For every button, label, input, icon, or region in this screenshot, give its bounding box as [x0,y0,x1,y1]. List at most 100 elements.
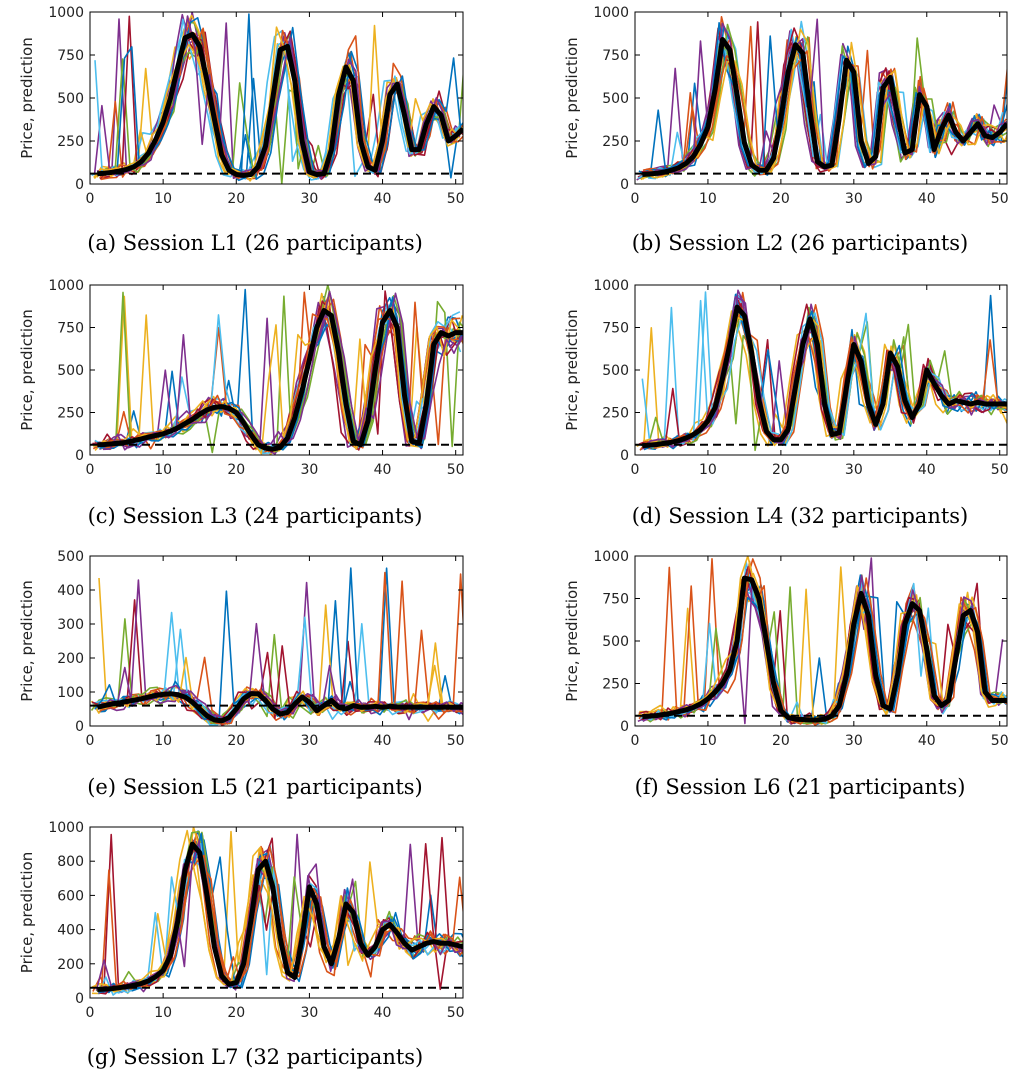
x-tick-label: 20 [227,462,245,478]
participant-line [636,310,1003,448]
y-axis-label: Price, prediction [18,852,36,973]
y-axis-label: Price, prediction [563,309,581,430]
x-tick-label: 0 [631,191,640,207]
x-tick-label: 40 [918,191,936,207]
x-tick-label: 20 [772,733,790,749]
mean-line [96,691,463,724]
subplot-caption: (f) Session L6 (21 participants) [635,775,966,799]
x-tick-label: 0 [86,462,95,478]
x-tick-label: 20 [772,191,790,207]
y-tick-label: 400 [57,923,84,939]
plot-area [635,16,1007,181]
subplot-caption: (g) Session L7 (32 participants) [87,1045,424,1069]
y-tick-label: 200 [57,957,84,973]
subplot-caption: (c) Session L3 (24 participants) [88,504,423,528]
mean-line [97,31,463,178]
x-tick-label: 0 [86,191,95,207]
y-tick-label: 1000 [593,5,629,21]
x-tick-label: 40 [374,191,392,207]
x-tick-label: 40 [918,733,936,749]
mean-line [642,37,1007,177]
y-tick-label: 0 [75,991,84,1007]
y-tick-label: 0 [620,177,629,193]
y-tick-label: 500 [602,363,629,379]
plot-area [635,556,1007,726]
y-tick-label: 750 [57,48,84,64]
y-axis-label: Price, prediction [563,37,581,158]
plot-area [635,289,1007,452]
y-tick-label: 1000 [48,278,84,294]
y-tick-label: 1000 [48,820,84,836]
mean-line [642,575,1007,723]
x-tick-label: 0 [86,733,95,749]
y-tick-label: 600 [57,888,84,904]
mean-line [642,304,1007,449]
participant-line [99,296,463,451]
y-tick-label: 250 [602,406,629,422]
y-tick-label: 500 [602,634,629,650]
y-tick-label: 1000 [48,5,84,21]
x-tick-label: 40 [374,462,392,478]
x-tick-label: 30 [300,733,318,749]
chart-L7: 0 10 20 30 40 50 0 200 400 600 800 1000 Price, predi… [18,820,465,1069]
axes-box [89,555,464,727]
x-tick-label: 30 [845,733,863,749]
y-tick-label: 250 [57,406,84,422]
x-tick-label: 50 [447,191,465,207]
y-axis-label: Price, prediction [18,580,36,701]
y-tick-label: 500 [57,549,84,565]
y-tick-label: 0 [620,448,629,464]
y-tick-label: 0 [75,719,84,735]
axes-box [89,826,464,999]
x-tick-label: 0 [631,733,640,749]
plot-area [90,567,463,726]
y-tick-label: 750 [57,321,84,337]
x-tick-label: 0 [86,1005,95,1021]
y-tick-label: 0 [620,719,629,735]
y-tick-label: 300 [57,617,84,633]
y-tick-label: 250 [57,134,84,150]
x-tick-label: 30 [845,462,863,478]
x-tick-label: 0 [631,462,640,478]
x-tick-label: 50 [991,191,1009,207]
x-tick-label: 30 [845,191,863,207]
y-tick-label: 0 [75,177,84,193]
x-tick-label: 40 [918,462,936,478]
participant-line [91,21,458,181]
y-tick-label: 750 [602,592,629,608]
y-tick-label: 250 [602,134,629,150]
y-tick-label: 1000 [593,278,629,294]
x-tick-label: 50 [991,462,1009,478]
y-tick-label: 750 [602,48,629,64]
x-tick-label: 20 [227,191,245,207]
x-tick-label: 50 [991,733,1009,749]
participant-line [637,28,1004,179]
y-tick-label: 250 [602,677,629,693]
x-tick-label: 20 [772,462,790,478]
x-tick-label: 10 [154,1005,172,1021]
y-tick-label: 100 [57,685,84,701]
x-tick-label: 40 [374,1005,392,1021]
participant-line [102,13,463,180]
mean-line [97,308,463,452]
y-tick-label: 500 [602,91,629,107]
plot-area [90,12,463,184]
x-tick-label: 10 [154,733,172,749]
y-axis-label: Price, prediction [18,37,36,158]
x-tick-label: 30 [300,191,318,207]
subplot-caption: (d) Session L4 (32 participants) [632,504,969,528]
participant-line [91,829,459,993]
y-tick-label: 0 [75,448,84,464]
participant-line [647,560,1007,726]
y-tick-label: 500 [57,91,84,107]
x-tick-label: 20 [227,1005,245,1021]
plot-area [90,285,463,455]
x-tick-label: 10 [699,733,717,749]
x-tick-label: 30 [300,1005,318,1021]
